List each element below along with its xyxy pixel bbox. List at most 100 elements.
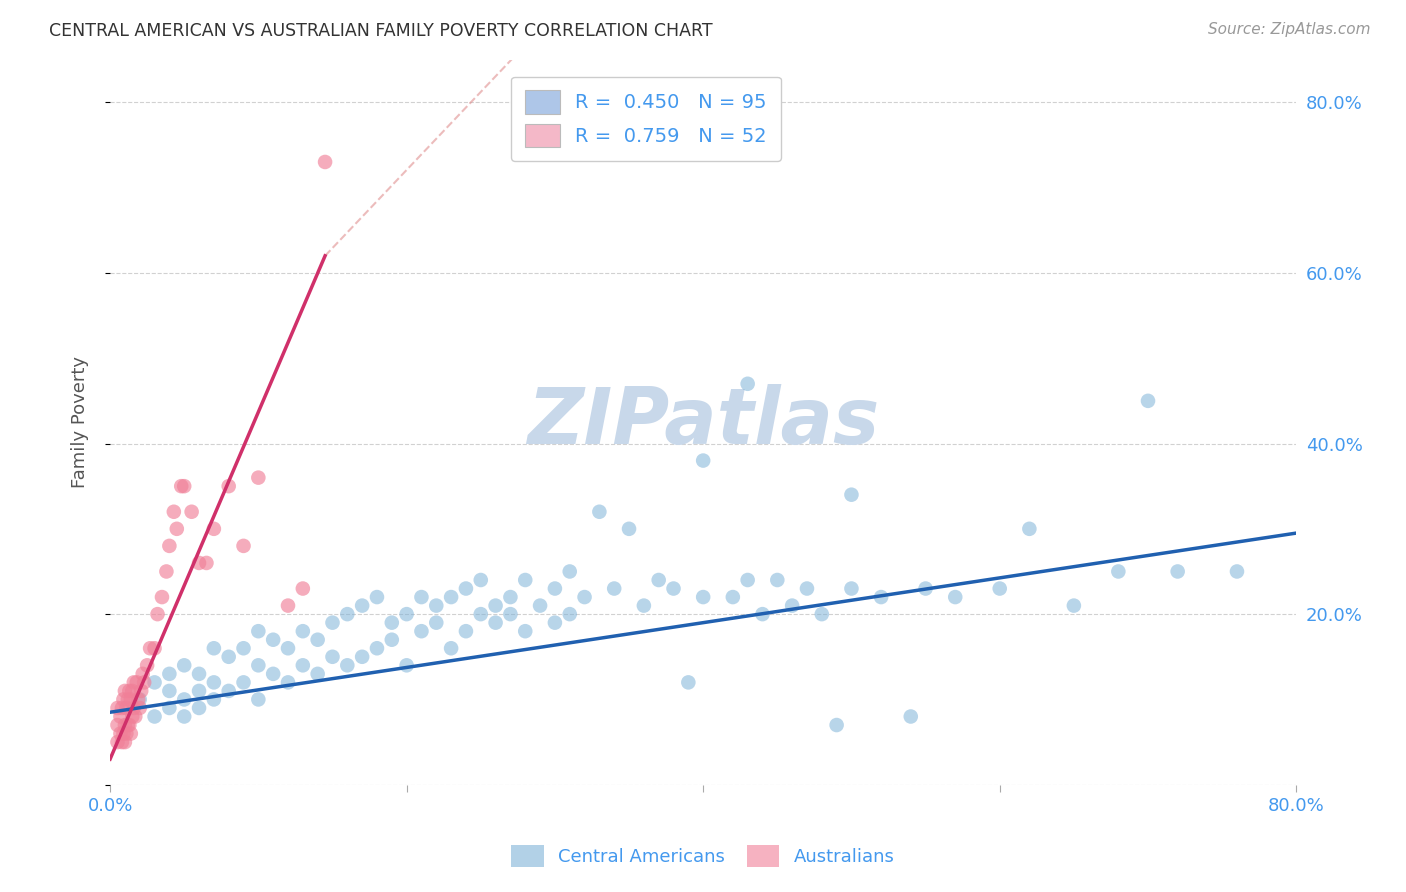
Legend: Central Americans, Australians: Central Americans, Australians (505, 838, 901, 874)
Point (381, 615, 404, 630)
Point (124, 709, 146, 723)
Point (202, 692, 225, 706)
Point (943, 590, 966, 604)
Point (122, 675, 145, 690)
Point (825, 718, 848, 732)
Point (352, 649, 374, 664)
Point (841, 488, 863, 502)
Point (1226, 565, 1249, 579)
Point (122, 701, 145, 715)
Point (150, 590, 173, 604)
Point (336, 607, 359, 621)
Point (395, 607, 418, 621)
Point (321, 615, 343, 630)
Point (143, 641, 166, 656)
Point (262, 666, 284, 681)
Point (307, 632, 329, 647)
Point (218, 479, 240, 493)
Point (574, 590, 596, 604)
Point (125, 675, 148, 690)
Point (900, 709, 922, 723)
Point (117, 718, 139, 732)
Point (1018, 522, 1040, 536)
Point (588, 505, 610, 519)
Point (314, 155, 336, 169)
Point (633, 599, 655, 613)
Point (128, 701, 150, 715)
Point (558, 607, 581, 621)
Point (107, 735, 129, 749)
Point (180, 505, 202, 519)
Point (484, 615, 506, 630)
Point (232, 539, 254, 553)
Point (454, 582, 477, 596)
Point (277, 641, 299, 656)
Legend: R =  0.450   N = 95, R =  0.759   N = 52: R = 0.450 N = 95, R = 0.759 N = 52 (512, 77, 780, 161)
Point (336, 658, 359, 673)
Text: Source: ZipAtlas.com: Source: ZipAtlas.com (1208, 22, 1371, 37)
Point (1107, 565, 1129, 579)
Point (163, 505, 186, 519)
Point (499, 607, 522, 621)
Text: CENTRAL AMERICAN VS AUSTRALIAN FAMILY POVERTY CORRELATION CHART: CENTRAL AMERICAN VS AUSTRALIAN FAMILY PO… (49, 22, 713, 40)
Point (166, 522, 188, 536)
Point (291, 658, 314, 673)
Point (321, 649, 343, 664)
Point (247, 624, 270, 639)
Point (395, 658, 418, 673)
Point (247, 692, 270, 706)
Point (114, 735, 136, 749)
Point (751, 607, 773, 621)
Point (118, 684, 141, 698)
Point (780, 599, 803, 613)
Point (425, 599, 447, 613)
Point (143, 675, 166, 690)
Point (515, 624, 537, 639)
Point (411, 624, 433, 639)
Point (515, 573, 537, 587)
Point (247, 658, 270, 673)
Point (139, 641, 162, 656)
Point (692, 590, 714, 604)
Point (121, 684, 143, 698)
Point (647, 573, 669, 587)
Point (544, 582, 567, 596)
Point (157, 684, 180, 698)
Point (529, 599, 551, 613)
Point (157, 701, 180, 715)
Point (692, 453, 714, 467)
Point (188, 684, 211, 698)
Point (277, 675, 299, 690)
Point (107, 718, 129, 732)
Point (110, 726, 132, 740)
Point (218, 684, 240, 698)
Point (291, 582, 314, 596)
Point (307, 666, 329, 681)
Point (173, 709, 195, 723)
Point (146, 607, 169, 621)
Text: ZIPatlas: ZIPatlas (527, 384, 879, 460)
Point (603, 582, 626, 596)
Point (262, 632, 284, 647)
Point (114, 718, 136, 732)
Point (202, 641, 225, 656)
Point (662, 582, 685, 596)
Point (188, 666, 211, 681)
Point (188, 701, 211, 715)
Point (112, 726, 135, 740)
Point (170, 479, 193, 493)
Point (202, 675, 225, 690)
Point (115, 701, 138, 715)
Point (247, 470, 270, 484)
Point (143, 709, 166, 723)
Point (110, 709, 132, 723)
Point (291, 624, 314, 639)
Point (115, 726, 138, 740)
Point (114, 684, 136, 698)
Point (173, 692, 195, 706)
Point (173, 479, 195, 493)
Point (111, 735, 134, 749)
Point (381, 632, 404, 647)
Point (411, 590, 433, 604)
Point (366, 590, 388, 604)
